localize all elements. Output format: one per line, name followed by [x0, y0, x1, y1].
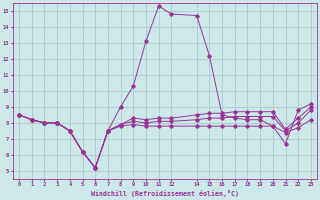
X-axis label: Windchill (Refroidissement éolien,°C): Windchill (Refroidissement éolien,°C): [91, 190, 239, 197]
